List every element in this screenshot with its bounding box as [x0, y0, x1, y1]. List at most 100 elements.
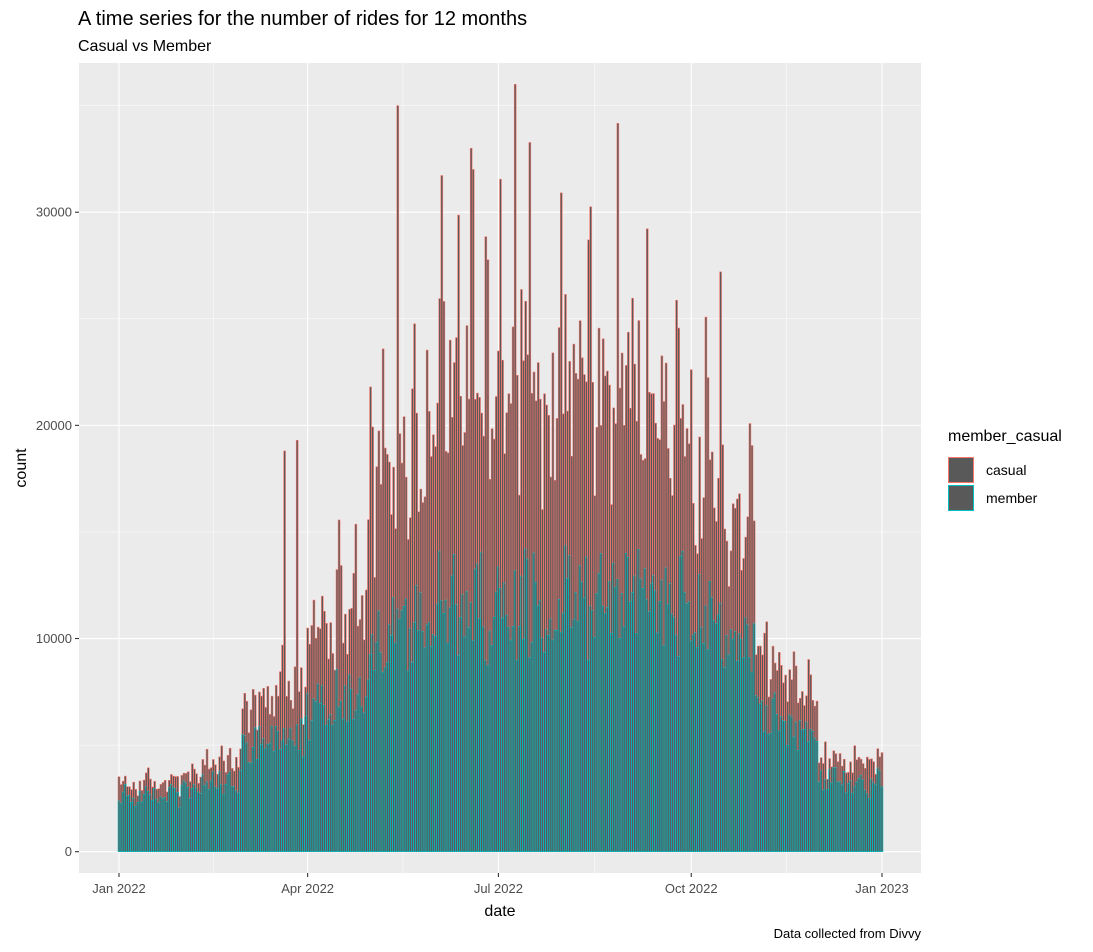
bar-member	[444, 599, 448, 852]
bar-member	[727, 654, 731, 852]
bar-casual	[564, 294, 567, 547]
bar-member	[702, 643, 706, 852]
bar-casual	[723, 528, 727, 668]
bar-casual	[536, 362, 540, 606]
bar-casual	[509, 403, 513, 641]
bar-casual	[249, 709, 253, 764]
bar-member	[274, 726, 278, 852]
bar-member	[639, 578, 643, 852]
bar-member	[199, 793, 202, 852]
legend-key-casual	[948, 457, 974, 483]
bar-casual	[455, 337, 458, 605]
bar-member	[796, 749, 800, 852]
bar-member	[729, 629, 733, 852]
bar-casual	[480, 412, 483, 553]
bar-member	[685, 603, 689, 852]
bar-member	[264, 748, 267, 852]
bar-casual	[182, 772, 186, 782]
bar-member	[715, 623, 718, 852]
bar-casual	[335, 569, 339, 670]
bar-casual	[352, 572, 356, 720]
bar-member	[239, 770, 242, 852]
bar-member	[214, 786, 217, 852]
bar-casual	[172, 775, 175, 788]
bar-member	[790, 716, 794, 852]
bar-member	[497, 566, 500, 852]
bar-member	[832, 767, 836, 852]
bar-casual	[731, 503, 735, 640]
bar-member	[411, 662, 414, 852]
bar-casual	[725, 540, 729, 636]
bar-casual	[767, 696, 771, 735]
bar-member	[285, 744, 288, 852]
bar-member	[675, 634, 678, 852]
bar-member	[488, 630, 492, 852]
bar-casual	[214, 764, 217, 788]
bar-member	[191, 788, 194, 852]
x-tick-label: Oct 2022	[665, 881, 718, 896]
bar-casual	[220, 745, 223, 786]
bar-member	[526, 558, 529, 852]
bar-casual	[880, 752, 884, 788]
bar-member	[669, 583, 672, 852]
bar-casual	[555, 418, 559, 631]
bar-casual	[258, 691, 261, 727]
bar-casual	[748, 423, 752, 658]
bar-casual	[719, 271, 722, 604]
bar-member	[683, 592, 687, 852]
bar-casual	[396, 105, 400, 610]
bar-member	[731, 638, 735, 852]
bar-member	[308, 740, 311, 852]
bar-casual	[671, 495, 674, 615]
bar-casual	[786, 701, 789, 746]
bar-casual	[784, 674, 787, 722]
bar-casual	[423, 496, 427, 649]
bar-casual	[708, 459, 712, 582]
bar-casual	[505, 412, 509, 616]
bar-casual	[482, 435, 485, 628]
bar-member	[719, 603, 722, 852]
bar-member	[492, 616, 496, 852]
bar-casual	[436, 402, 439, 605]
bar-casual	[549, 476, 553, 620]
bar-casual	[289, 699, 293, 729]
bar-casual	[650, 393, 653, 585]
bar-casual	[400, 462, 404, 612]
bar-casual	[356, 625, 360, 696]
bar-casual	[239, 748, 242, 772]
bar-casual	[298, 691, 301, 751]
bar-member	[505, 614, 509, 852]
bar-member	[478, 618, 481, 852]
bar-member	[742, 657, 745, 852]
bar-member	[788, 714, 792, 852]
bar-member	[126, 795, 129, 852]
bar-casual	[128, 786, 131, 796]
bar-member	[272, 750, 276, 852]
bar-member	[710, 597, 714, 852]
bar-member	[124, 784, 127, 852]
bar-member	[746, 624, 750, 852]
bar-casual	[476, 392, 479, 565]
bar-member	[300, 718, 303, 852]
bar-casual	[216, 773, 219, 789]
bar-casual	[243, 693, 247, 736]
bar-casual	[228, 747, 232, 773]
bar-member	[591, 610, 594, 852]
bar-member	[792, 736, 796, 852]
bar-member	[723, 667, 727, 852]
bar-casual	[495, 396, 498, 593]
bar-casual	[488, 479, 492, 632]
bar-casual	[451, 417, 454, 577]
bar-member	[226, 774, 230, 852]
bar-member	[419, 592, 423, 852]
bar-member	[400, 610, 404, 852]
y-tick-label: 30000	[36, 205, 72, 220]
bar-member	[151, 799, 154, 852]
bar-casual	[727, 586, 731, 656]
bar-casual	[293, 666, 297, 747]
bar-member	[784, 721, 787, 852]
bar-casual	[302, 724, 305, 758]
bar-casual	[467, 398, 471, 628]
bar-member	[805, 721, 808, 852]
